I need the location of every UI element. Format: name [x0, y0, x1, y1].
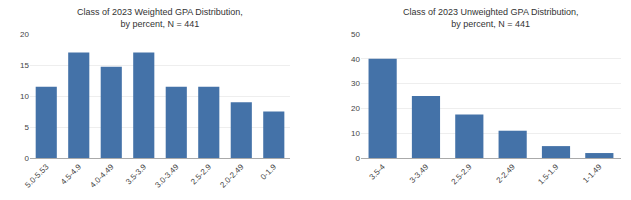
svg-text:4.0-4.49: 4.0-4.49 [88, 162, 116, 190]
svg-text:Class of 2023 Unweighted GPA D: Class of 2023 Unweighted GPA Distributio… [403, 7, 578, 29]
svg-text:Class of 2023 Weighted GPA Dis: Class of 2023 Weighted GPA Distribution,… [77, 7, 243, 29]
svg-text:4.5-4.9: 4.5-4.9 [59, 162, 83, 186]
svg-text:2.5-2.9: 2.5-2.9 [450, 162, 474, 186]
svg-text:5.0-5.53: 5.0-5.53 [23, 162, 51, 190]
svg-text:1.5-1.9: 1.5-1.9 [536, 162, 560, 186]
svg-text:1-1.49: 1-1.49 [581, 162, 604, 185]
svg-text:30: 30 [351, 79, 360, 88]
svg-text:5: 5 [25, 123, 30, 132]
svg-text:2.5-2.9: 2.5-2.9 [189, 162, 213, 186]
svg-text:15: 15 [20, 61, 29, 70]
svg-text:50: 50 [351, 30, 360, 39]
svg-text:20: 20 [20, 30, 29, 39]
svg-text:3.0-3.49: 3.0-3.49 [153, 162, 181, 190]
svg-text:20: 20 [351, 104, 360, 113]
svg-text:3.5-4: 3.5-4 [368, 162, 388, 182]
svg-text:40: 40 [351, 55, 360, 64]
svg-text:2.0-2.49: 2.0-2.49 [218, 162, 246, 190]
svg-text:10: 10 [20, 92, 29, 101]
svg-text:0: 0 [356, 154, 361, 163]
svg-text:3.5-3.9: 3.5-3.9 [124, 162, 148, 186]
svg-text:3-3.49: 3-3.49 [408, 162, 431, 185]
svg-text:10: 10 [351, 129, 360, 138]
svg-text:2-2.49: 2-2.49 [494, 162, 517, 185]
svg-text:0: 0 [25, 154, 30, 163]
svg-text:0-1.9: 0-1.9 [259, 162, 279, 182]
